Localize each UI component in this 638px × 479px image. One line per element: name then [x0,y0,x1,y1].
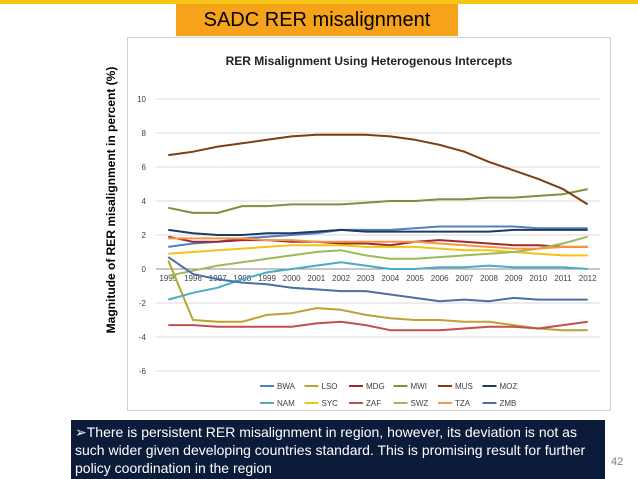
y-tick-label: 2 [142,231,147,240]
chart-svg: RER Misalignment Using Heterogenous Inte… [137,54,600,408]
slide-title-box: SADC RER misalignment [176,4,458,36]
chart-title: RER Misalignment Using Heterogenous Inte… [226,54,513,68]
legend-label-tza: TZA [455,399,471,408]
series-line-mwi [168,188,588,214]
series-line-mdg [168,235,588,248]
chart-frame: RER Misalignment Using Heterogenous Inte… [127,37,611,411]
y-tick-label: 6 [142,163,147,172]
y-tick-label: 0 [142,265,147,274]
x-tick-label: 2011 [554,274,572,283]
caption-box: ➢There is persistent RER misalignment in… [71,420,605,479]
x-tick-label: 2005 [406,274,424,283]
series-line-zaf [168,320,588,332]
series-line-mus [168,133,589,206]
legend-label-bwa: BWA [277,382,296,391]
x-tick-label: 1996 [184,274,202,283]
legend-label-mwi: MWI [411,382,427,391]
legend-label-zaf: ZAF [366,399,381,408]
y-axis-label: Magnitude of RER misalignment in percent… [104,66,118,334]
y-tick-label: 10 [137,95,146,104]
x-tick-label: 2003 [357,274,375,283]
x-tick-label: 1999 [258,274,276,283]
series-line-tza [168,237,588,250]
legend-label-zmb: ZMB [500,399,517,408]
x-tick-label: 2007 [455,274,473,283]
x-tick-label: 2000 [283,274,301,283]
series-line-swz [168,235,588,277]
y-tick-label: -6 [139,367,147,376]
legend-label-nam: NAM [277,399,295,408]
legend-label-syc: SYC [322,399,339,408]
x-tick-label: 2001 [307,274,325,283]
x-tick-label: 1995 [159,274,177,283]
series-line-zmb [167,256,588,303]
legend-label-swz: SWZ [411,399,429,408]
caption-text: ➢There is persistent RER misalignment in… [75,424,586,476]
legend-label-moz: MOZ [500,382,518,391]
series-line-moz [168,228,588,236]
y-tick-label: 8 [142,129,147,138]
x-tick-label: 2004 [381,274,399,283]
x-tick-label: 2009 [505,274,523,283]
x-tick-label: 2002 [332,274,350,283]
y-tick-label: -4 [139,333,147,342]
top-accent-bar [0,0,638,4]
y-tick-label: -2 [139,299,147,308]
slide-title: SADC RER misalignment [203,8,431,31]
y-axis-label-container: Magnitude of RER misalignment in percent… [96,35,126,365]
series-line-lso [167,260,588,332]
y-tick-label: 4 [142,197,147,206]
legend-label-lso: LSO [322,382,338,391]
x-tick-label: 2008 [480,274,498,283]
series-line-nam [168,261,588,301]
legend-label-mdg: MDG [366,382,385,391]
x-tick-label: 2012 [579,274,597,283]
x-tick-label: 2010 [529,274,547,283]
x-tick-label: 2006 [431,274,449,283]
legend-label-mus: MUS [455,382,473,391]
page-number: 42 [611,456,624,468]
